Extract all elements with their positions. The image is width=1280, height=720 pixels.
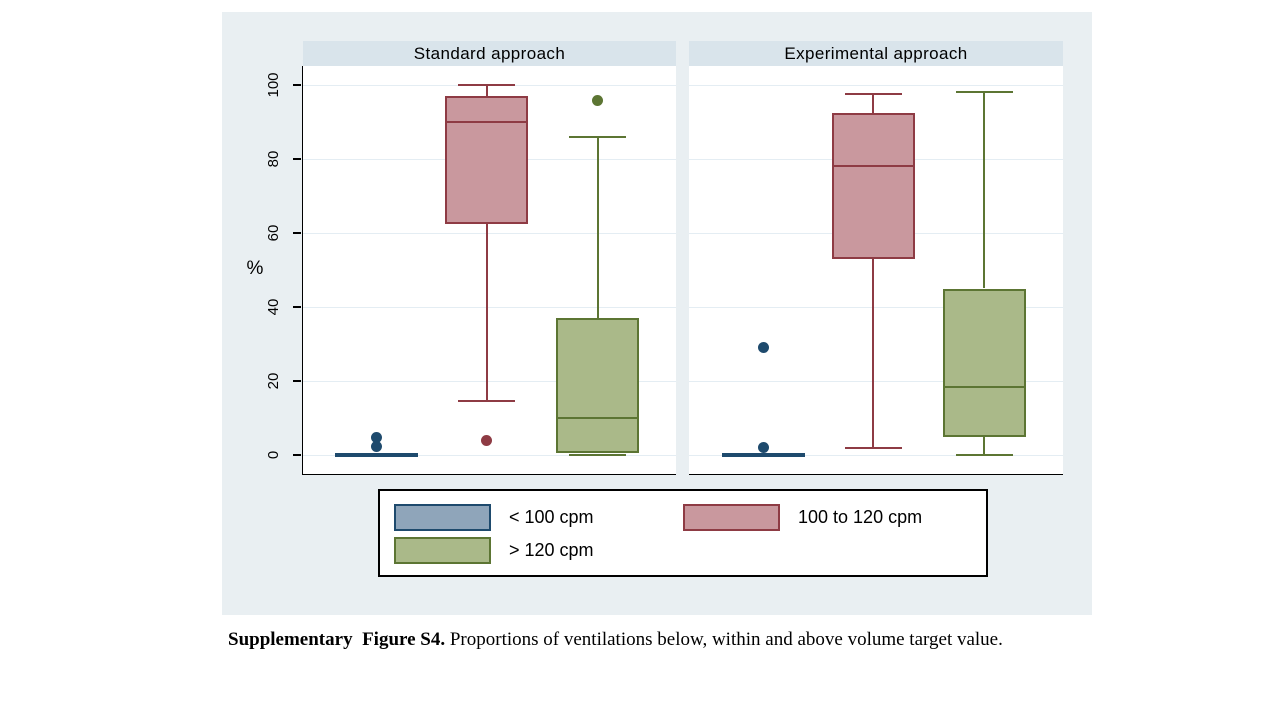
box-rect bbox=[556, 318, 639, 454]
outlier-dot bbox=[757, 342, 769, 354]
panel-header-experimental: Experimental approach bbox=[689, 41, 1063, 66]
box-rect bbox=[445, 96, 528, 224]
y-tick bbox=[292, 84, 301, 86]
legend-item-above: > 120 cpm bbox=[394, 537, 594, 564]
gridline bbox=[689, 306, 1063, 308]
whisker-cap-upper bbox=[569, 135, 626, 138]
plot-area-experimental bbox=[689, 66, 1063, 475]
whisker-cap-lower bbox=[569, 454, 626, 456]
outlier-dot bbox=[592, 95, 603, 107]
gridline bbox=[689, 84, 1063, 86]
gridline bbox=[302, 232, 676, 234]
median-line bbox=[556, 417, 639, 419]
y-tick bbox=[292, 454, 301, 456]
whisker-cap-upper bbox=[458, 84, 515, 86]
y-tick bbox=[292, 158, 301, 160]
y-axis-label: % bbox=[246, 258, 264, 279]
whisker-line-upper bbox=[872, 94, 874, 113]
median-line bbox=[942, 385, 1026, 388]
panel-experimental: Experimental approach bbox=[689, 41, 1063, 475]
whisker-cap-lower bbox=[458, 400, 515, 403]
median-line bbox=[335, 454, 418, 456]
whisker-line-lower bbox=[983, 436, 985, 455]
y-tick-label: 80 bbox=[264, 150, 281, 168]
y-tick-label: 0 bbox=[264, 450, 281, 460]
figure-caption: Supplementary Figure S4. Proportions of … bbox=[228, 629, 1058, 651]
whisker-line-upper bbox=[596, 136, 599, 319]
legend-swatch-green bbox=[394, 537, 491, 564]
whisker-line-lower bbox=[485, 223, 488, 402]
outlier-dot bbox=[371, 441, 382, 453]
panel-header-standard: Standard approach bbox=[303, 41, 676, 66]
whisker-line-upper bbox=[983, 92, 985, 289]
whisker-cap-lower bbox=[955, 454, 1013, 456]
legend-label: < 100 cpm bbox=[509, 507, 594, 527]
gridline bbox=[302, 380, 676, 382]
legend-swatch-blue bbox=[394, 504, 491, 531]
panel-title: Standard approach bbox=[413, 43, 566, 63]
outlier-dot bbox=[371, 432, 382, 444]
gridline bbox=[302, 306, 676, 308]
box-rect bbox=[831, 112, 915, 259]
median-line bbox=[831, 165, 915, 168]
panel-title: Experimental approach bbox=[784, 43, 968, 63]
y-tick-label: 60 bbox=[264, 224, 281, 242]
legend-item-within: 100 to 120 cpm bbox=[683, 504, 922, 531]
whisker-cap-upper bbox=[844, 93, 902, 96]
gridline bbox=[689, 454, 1063, 456]
legend-item-below: < 100 cpm bbox=[394, 504, 594, 531]
y-tick-label: 40 bbox=[264, 298, 281, 316]
y-tick-label: 20 bbox=[264, 372, 281, 390]
figure-area: % Standard approach 0 20 40 60 80 100 Experim… bbox=[222, 12, 1092, 615]
outlier-dot bbox=[757, 442, 769, 454]
box-rect bbox=[942, 288, 1026, 437]
whisker-cap-lower bbox=[844, 446, 902, 449]
whisker-line-upper bbox=[485, 85, 488, 97]
caption-label: Supplementary Figure S4. bbox=[228, 629, 446, 650]
gridline bbox=[302, 454, 676, 456]
median-line bbox=[445, 121, 528, 123]
y-tick bbox=[292, 380, 301, 382]
legend-swatch-red bbox=[683, 504, 780, 531]
y-tick bbox=[292, 232, 301, 234]
caption-text: Proportions of ventilations below, withi… bbox=[445, 629, 1003, 650]
outlier-dot bbox=[481, 434, 492, 446]
panel-standard: Standard approach 0 20 40 60 80 100 bbox=[264, 41, 676, 475]
y-tick-label: 100 bbox=[264, 72, 281, 98]
legend: < 100 cpm 100 to 120 cpm > 120 cpm bbox=[378, 489, 988, 577]
whisker-line-lower bbox=[872, 258, 874, 448]
legend-label: 100 to 120 cpm bbox=[798, 507, 923, 527]
y-tick bbox=[292, 306, 301, 308]
median-line bbox=[721, 454, 805, 456]
gridline bbox=[689, 380, 1063, 382]
legend-label: > 120 cpm bbox=[509, 540, 594, 560]
plot-area-standard: 0 20 40 60 80 100 bbox=[264, 66, 676, 475]
whisker-cap-upper bbox=[955, 91, 1013, 94]
